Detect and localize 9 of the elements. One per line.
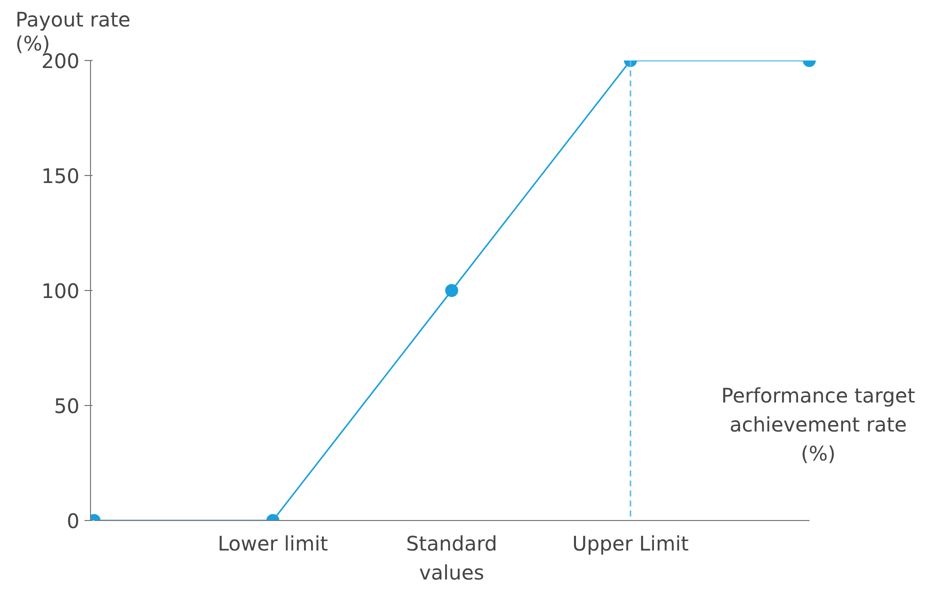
point xyxy=(445,284,458,297)
y-tick-label: 150 xyxy=(41,164,80,188)
x-tick-label: Standard values xyxy=(406,532,498,584)
x-axis-title: Performance target achievement rate (%) xyxy=(721,384,916,466)
x-tick-label: Upper Limit xyxy=(572,532,689,556)
y-tick-label: 50 xyxy=(54,394,80,418)
y-tick-label: 0 xyxy=(66,509,80,533)
x-tick-label: Lower limit xyxy=(218,532,328,556)
y-tick-label: 100 xyxy=(41,279,80,303)
